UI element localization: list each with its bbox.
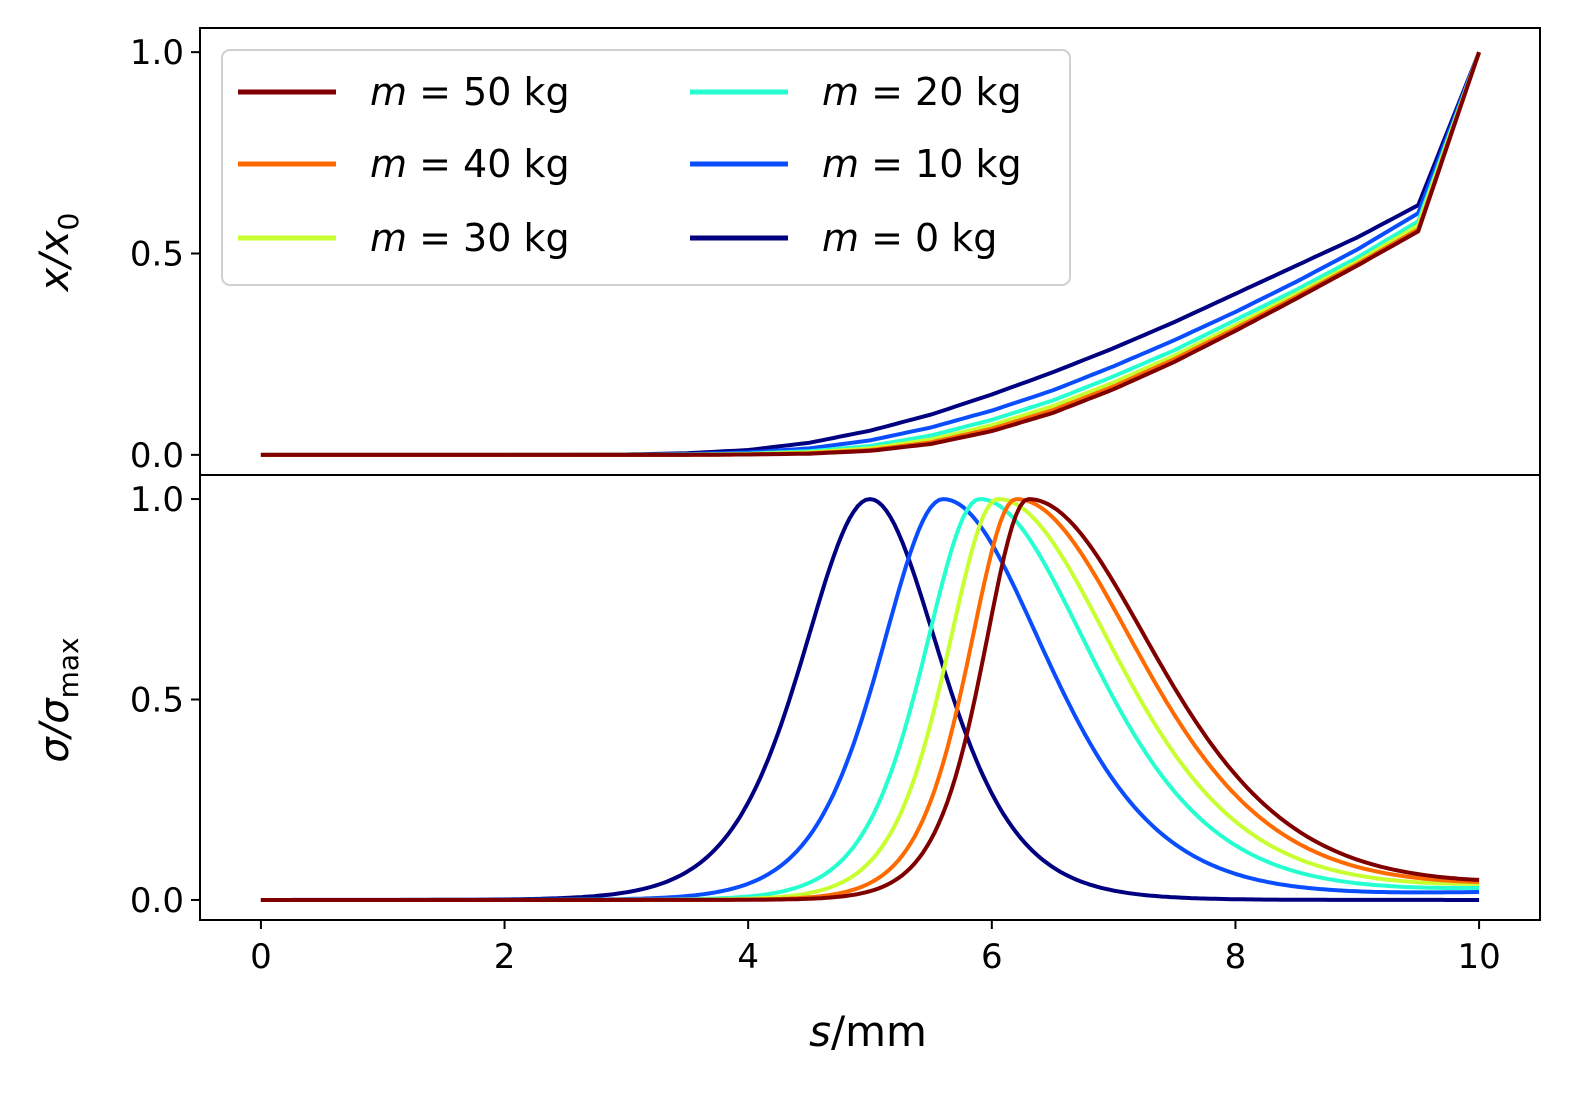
legend-label-var: m — [822, 216, 859, 260]
legend-label-var: m — [370, 142, 407, 186]
bottom-y-ticks: 0.0 0.5 1.0 — [130, 480, 200, 921]
top-y-tick-label: 0.0 — [130, 436, 184, 476]
bottom-series-line — [260, 497, 1480, 902]
x-axis-label: s/mm — [809, 1007, 927, 1056]
legend-label-text: = 10 kg — [859, 142, 1022, 186]
legend-label-var: m — [822, 142, 859, 186]
bottom-x-tick-label: 8 — [1225, 937, 1247, 977]
top-panel: 0.00.51.0 x/x0 m = 50 kgm = 40 kgm = 30 … — [32, 27, 1541, 476]
legend: m = 50 kgm = 40 kgm = 30 kgm = 20 kgm = … — [221, 49, 1071, 286]
legend-entries: m = 50 kgm = 40 kgm = 30 kgm = 20 kgm = … — [238, 70, 1022, 260]
bottom-x-tick-label: 0 — [250, 937, 272, 977]
bottom-y-axis-label: σ/σmax — [32, 637, 85, 762]
legend-label: m = 0 kg — [822, 216, 997, 260]
top-y-axis-label-subscript: 0 — [52, 213, 85, 231]
bottom-x-tick-label: 2 — [494, 937, 516, 977]
x-axis-label-unit: /mm — [831, 1007, 927, 1056]
top-y-axis-label-main: x/x — [32, 230, 78, 293]
legend-label-text: = 30 kg — [407, 216, 570, 260]
top-y-tick-label: 0.5 — [130, 235, 184, 275]
bottom-x-tick-label: 4 — [737, 937, 759, 977]
legend-label-var: m — [370, 216, 407, 260]
x-axis-label-var: s — [809, 1007, 831, 1056]
top-series-group — [260, 51, 1481, 457]
legend-label-var: m — [822, 70, 859, 114]
bottom-y-axis-label-subscript: max — [52, 637, 85, 698]
bottom-x-tick-label: 6 — [981, 937, 1003, 977]
top-y-tick-label: 1.0 — [130, 33, 184, 73]
legend-label-text: = 20 kg — [859, 70, 1022, 114]
legend-label-text: = 50 kg — [407, 70, 570, 114]
legend-label: m = 10 kg — [822, 142, 1022, 186]
legend-label-text: = 0 kg — [859, 216, 997, 260]
top-series-line — [260, 51, 1481, 457]
legend-label-var: m — [370, 70, 407, 114]
top-y-ticks: 0.0 0.5 1.0 — [130, 33, 200, 476]
legend-label: m = 40 kg — [370, 142, 570, 186]
bottom-y-axis-label-main: σ/σ — [32, 697, 78, 763]
bottom-y-tick-label: 0.0 — [130, 881, 184, 921]
bottom-x-tick-label: 10 — [1457, 937, 1500, 977]
bottom-x-ticks: 0 2 4 6 8 10 — [250, 920, 1501, 977]
legend-label: m = 20 kg — [822, 70, 1022, 114]
legend-frame — [221, 49, 1071, 286]
bottom-panel: 0.0 0.5 1.0 0 2 4 6 8 10 σ/σmax s/mm — [32, 474, 1541, 1056]
legend-label: m = 50 kg — [370, 70, 570, 114]
bottom-y-tick-label: 0.5 — [130, 681, 184, 721]
bottom-y-tick-label: 1.0 — [130, 480, 184, 520]
bottom-axes-frame — [199, 474, 1541, 921]
legend-label: m = 30 kg — [370, 216, 570, 260]
legend-label-text: = 40 kg — [407, 142, 570, 186]
bottom-series-group — [260, 497, 1480, 902]
top-y-axis-label: x/x0 — [32, 213, 85, 294]
